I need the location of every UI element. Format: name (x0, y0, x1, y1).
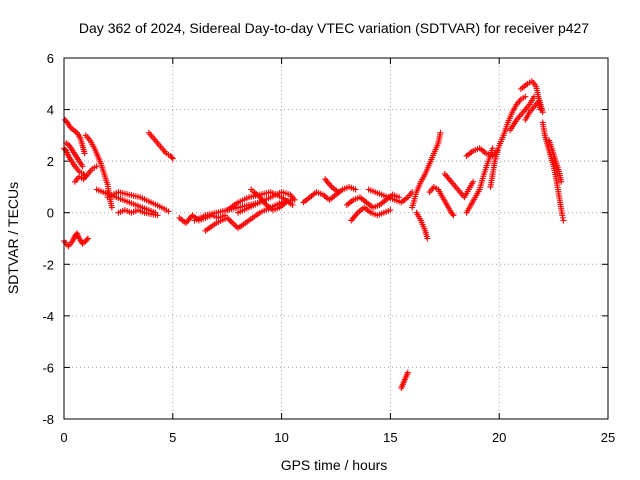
data-point (289, 201, 296, 208)
x-tick-label: 15 (383, 430, 397, 445)
x-axis-label: GPS time / hours (281, 457, 388, 473)
data-point (424, 235, 431, 242)
data-point (449, 211, 456, 218)
chart-title: Day 362 of 2024, Sidereal Day-to-day VTE… (79, 20, 589, 36)
x-tick-label: 25 (601, 430, 615, 445)
y-tick-label: -6 (42, 360, 54, 375)
x-tick-label: 20 (492, 430, 506, 445)
data-point (168, 154, 175, 161)
y-tick-label: -2 (42, 257, 54, 272)
data-point (84, 235, 91, 242)
axis-ticks (63, 57, 609, 420)
y-tick-label: 4 (47, 103, 54, 118)
data-point (79, 163, 86, 170)
x-tick-label: 10 (274, 430, 288, 445)
data-point (470, 178, 477, 185)
data-point (450, 212, 457, 219)
data-point (489, 145, 496, 152)
x-tick-label: 5 (169, 430, 176, 445)
data-point (387, 207, 394, 214)
data-point (154, 212, 161, 219)
data-point (522, 93, 529, 100)
plot-frame (63, 57, 609, 420)
data-series-sdtvar (61, 78, 567, 392)
y-tick-label: -4 (42, 309, 54, 324)
data-point (335, 189, 342, 196)
y-tick-labels: -8 -6 -4 -2 0 2 4 6 (42, 51, 54, 427)
data-point (560, 217, 567, 224)
y-tick-label: 6 (47, 51, 54, 66)
data-point (352, 186, 359, 193)
x-tick-label: 0 (60, 430, 67, 445)
data-point (83, 236, 90, 243)
y-tick-label: 2 (47, 154, 54, 169)
data-point (437, 129, 444, 136)
data-point (81, 150, 88, 157)
data-point (62, 146, 69, 153)
y-tick-label: 0 (47, 206, 54, 221)
data-point (537, 106, 544, 113)
data-point (165, 208, 172, 215)
y-axis-label: SDTVAR / TECUs (5, 182, 21, 294)
data-point (93, 163, 100, 170)
data-point (169, 155, 176, 162)
data-point (291, 196, 298, 203)
data-point (108, 204, 115, 211)
x-tick-labels: 0 5 10 15 20 25 (60, 430, 615, 445)
data-point (404, 369, 411, 376)
y-tick-label: -8 (42, 412, 54, 427)
data-point (282, 199, 289, 206)
grid-lines (64, 58, 608, 419)
data-point (558, 178, 565, 185)
